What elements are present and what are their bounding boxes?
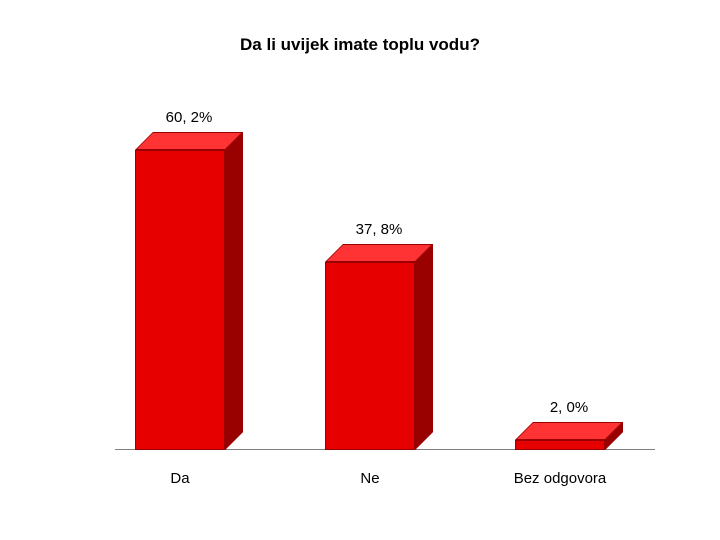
bar-face-side <box>225 132 243 450</box>
bar-face-front <box>325 262 415 450</box>
chart-title: Da li uvijek imate toplu vodu? <box>0 35 720 55</box>
bar-da: 60, 2% <box>135 132 243 450</box>
bar-value-label: 2, 0% <box>550 399 588 416</box>
plot-area: 60, 2% 37, 8% 2, 0% <box>115 110 655 450</box>
bar-face-side <box>415 244 433 450</box>
bar-ne: 37, 8% <box>325 244 433 450</box>
category-label-ne: Ne <box>360 470 379 487</box>
bar-value-label: 60, 2% <box>166 109 213 126</box>
category-label-bez-odgovora: Bez odgovora <box>514 470 607 487</box>
bar-bez-odgovora: 2, 0% <box>515 422 623 450</box>
bar-face-front <box>515 440 605 450</box>
category-label-da: Da <box>170 470 189 487</box>
bar-value-label: 37, 8% <box>356 221 403 238</box>
bar-face-front <box>135 150 225 450</box>
